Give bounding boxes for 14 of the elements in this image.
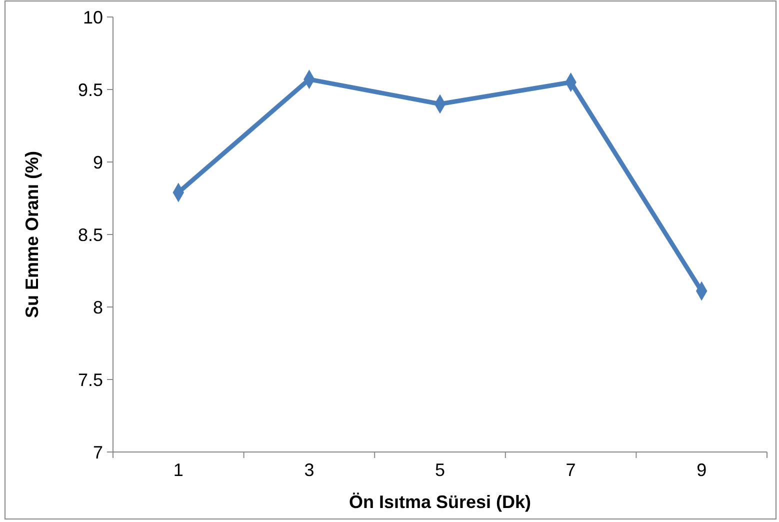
- y-tick-label: 8: [92, 297, 103, 318]
- y-tick-label: 9: [92, 152, 103, 172]
- y-tick-label: 9.5: [78, 80, 103, 100]
- x-tick-label: 3: [304, 460, 314, 480]
- y-tick-label: 8.5: [78, 224, 103, 245]
- x-tick-label: 5: [434, 460, 446, 480]
- x-tick-label: 1: [173, 460, 184, 480]
- x-tick-label: 7: [566, 460, 576, 480]
- y-tick-label: 7: [92, 442, 103, 462]
- y-tick-label: 7.5: [78, 370, 103, 390]
- x-tick-label: 9: [696, 460, 707, 480]
- x-axis-title: Ön Isıtma Süresi (Dk): [348, 492, 532, 512]
- y-axis-title: Su Emme Oranı (%): [22, 150, 42, 318]
- y-tick-label: 10: [82, 7, 103, 28]
